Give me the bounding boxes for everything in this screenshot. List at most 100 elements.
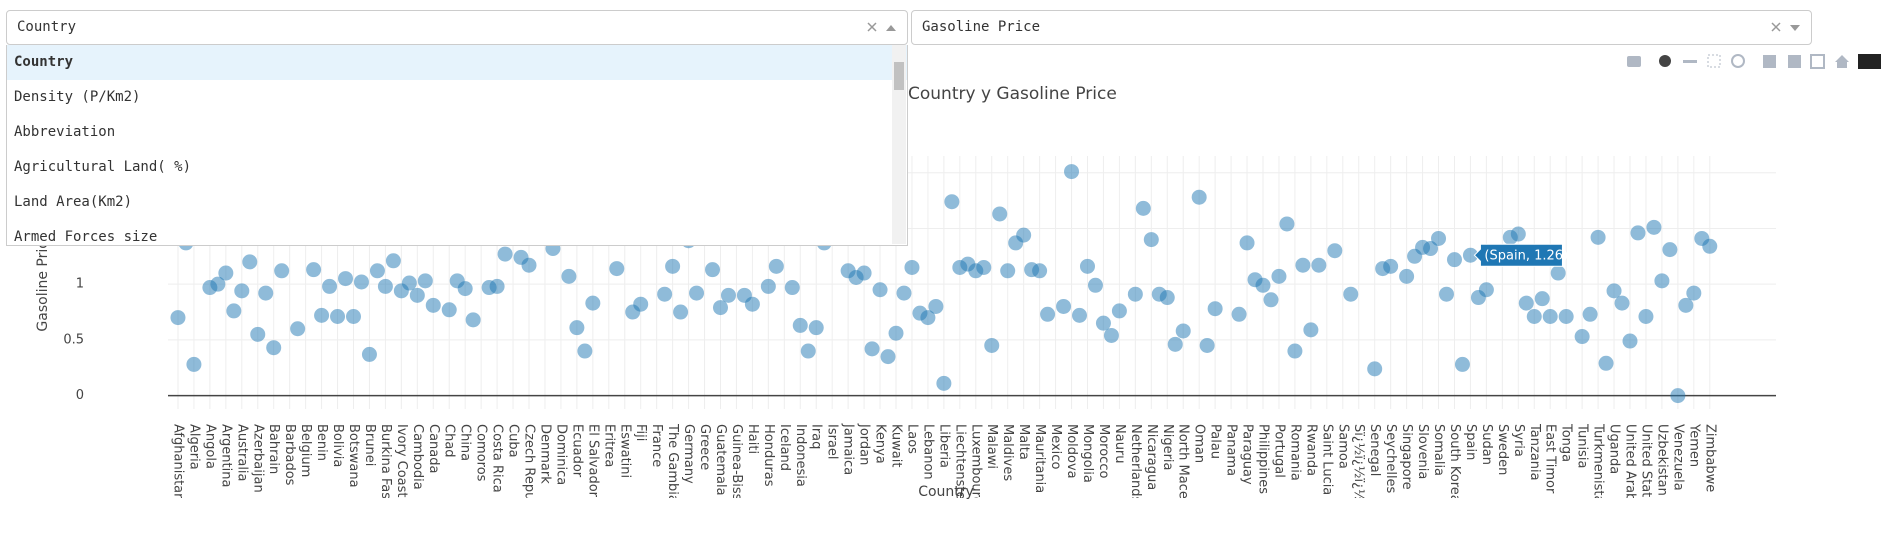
dropdown-controls[interactable] [1771,21,1803,35]
x-tick-label: Luxembourg [968,424,983,505]
x-tick-label: Singapore [1399,424,1414,490]
point [1638,308,1654,324]
x-tick-label: Senegal [1367,424,1382,476]
dropdown-controls[interactable] [867,21,899,35]
point [1079,258,1095,274]
x-tick-labels: Afghanistan Algeria Angola Argentina Austral… [170,423,1717,523]
reset-icon[interactable] [1835,55,1849,68]
point [226,303,242,319]
point [242,254,258,270]
point [377,278,393,294]
x-tick-label: Cambodia [410,424,425,490]
point [1606,283,1622,299]
x-tick-label: China [458,424,473,461]
point [920,310,936,326]
x-tick-label: The Gambia [665,423,680,503]
point [1399,268,1415,284]
point [872,282,888,298]
zoom-in-icon[interactable] [1763,55,1776,68]
point [1159,290,1175,306]
x-tick-label: Portugal [1271,424,1286,478]
point [633,296,649,312]
point [1431,230,1447,246]
autoscale-icon[interactable] [1810,54,1825,69]
x-tick-label: Bahrain [266,424,281,474]
point [673,304,689,320]
point [1295,257,1311,273]
point [984,337,1000,353]
point [1678,297,1694,313]
point [1542,308,1558,324]
point [1255,277,1271,293]
camera-icon[interactable] [1627,56,1641,67]
dropdown-option[interactable]: Density (P/Km2) [14,89,141,105]
point [1199,337,1215,353]
x-tick-label: Liberia [936,424,951,468]
point [944,194,960,210]
scroll-thumb[interactable] [894,62,904,90]
dropdown-option[interactable]: Armed Forces size [14,229,158,245]
point [186,356,202,372]
point [441,302,457,318]
point [1622,333,1638,349]
point [928,298,944,314]
plotly-logo[interactable] [1858,54,1881,69]
point [888,325,904,341]
x-tick-label: Algeria [186,424,201,470]
scrollbar[interactable] [892,45,906,244]
zoom-out-icon[interactable] [1788,55,1801,68]
x-dropdown[interactable]: Country [6,10,908,45]
x-tick-label: East Timor [1543,424,1558,494]
x-tick-label: Czech Republic [522,424,537,523]
point [936,375,952,391]
pan-icon[interactable] [1683,60,1697,63]
x-tick-label: Uganda [1607,424,1622,474]
x-tick-label: Mongolia [1080,424,1095,483]
x-tick-label: Sudan [1479,424,1494,465]
x-tick-label: Afghanistan [170,424,185,501]
point [1598,355,1614,371]
x-tick-label: Panama [1224,424,1239,476]
x-tick-label: Liechtenstein [952,424,967,511]
dropdown-option[interactable]: Abbreviation [14,124,116,140]
x-tick-label: Mexico [1048,424,1063,469]
x-tick-label: Australia [234,424,249,482]
point [409,287,425,303]
lasso-icon[interactable] [1731,54,1745,68]
hover-text: (Spain, 1.26) [1484,249,1568,264]
x-tick-label: Laos [904,424,919,454]
point [1518,295,1534,311]
y-dropdown[interactable]: Gasoline Price [911,10,1812,45]
point [561,268,577,284]
dropdown-option[interactable]: Agricultural Land( %) [14,159,192,175]
point [1582,306,1598,322]
point [353,274,369,290]
point [1127,286,1143,302]
modebar [1627,54,1881,69]
point [1087,277,1103,293]
point [1534,291,1550,307]
x-tick-label: Tunisia [1575,423,1590,468]
point [744,296,760,312]
x-tick-label: Guatemala [713,424,728,496]
x-tick-label: Romania [1287,424,1302,481]
plot-area: Afghanistan Algeria Angola Argentina Austral… [63,156,1776,523]
point [338,271,354,287]
x-tick-label: Kuwait [889,424,904,467]
point [497,246,513,262]
point [1439,286,1455,302]
dropdown-option[interactable]: Country [7,45,907,80]
box-select-icon[interactable] [1707,54,1721,68]
x-tick-label: Eswatini [617,424,632,478]
point [808,320,824,336]
point [1287,343,1303,359]
point [1510,226,1526,242]
dropdown-option[interactable]: Land Area(Km2) [14,194,133,210]
point [896,285,912,301]
point [1095,315,1111,331]
point [1040,306,1056,322]
zoom-icon[interactable] [1659,55,1671,67]
x-tick-label: Botswana [346,424,361,488]
